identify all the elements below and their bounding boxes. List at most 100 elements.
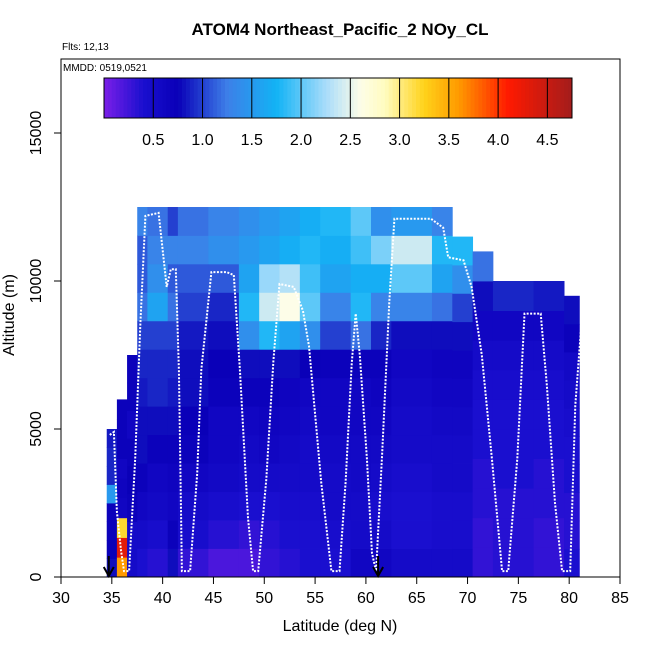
heatmap-cell	[431, 434, 453, 464]
colorbar-swatch	[458, 78, 464, 118]
colorbar-swatch	[143, 78, 148, 118]
heatmap-cell	[472, 458, 494, 489]
heatmap-cell	[492, 310, 535, 341]
colorbar-swatch	[349, 78, 355, 118]
heatmap-cell	[208, 463, 240, 493]
colorbar-tick-label: 4.5	[536, 132, 558, 149]
colorbar-swatch	[373, 78, 378, 118]
heatmap-cell	[208, 548, 240, 578]
heatmap-cell	[167, 320, 179, 350]
colorbar-swatch	[388, 78, 394, 118]
heatmap-cell	[177, 406, 209, 436]
heatmap-cell	[533, 429, 565, 459]
colorbar-swatch	[174, 78, 179, 118]
y-axis: 0 5000 10000 15000	[28, 111, 61, 581]
colorbar-swatch	[135, 78, 140, 118]
colorbar-swatch	[248, 78, 253, 118]
heatmap-cell	[167, 548, 179, 578]
heatmap-cell	[137, 520, 148, 549]
heatmap-cell	[431, 406, 453, 436]
colorbar-swatch	[490, 78, 495, 118]
colorbar-swatch	[314, 78, 319, 118]
x-tick-label: 45	[205, 590, 223, 607]
heatmap-cell	[320, 235, 352, 265]
heatmap-cell	[116, 557, 128, 578]
heatmap-cell	[452, 378, 474, 408]
heatmap-cell	[492, 458, 535, 489]
heatmap-cell	[391, 263, 433, 293]
heatmap-cell	[472, 547, 494, 578]
heatmap-cell	[350, 292, 372, 322]
colorbar-swatch	[318, 78, 323, 118]
heatmap-cell	[127, 549, 138, 578]
heatmap-cell	[350, 463, 372, 493]
heatmap-cell	[350, 263, 372, 293]
heatmap-cell	[147, 434, 169, 464]
heatmap-cell	[452, 491, 474, 521]
heatmap-cell	[279, 263, 301, 293]
heatmap-cell	[320, 491, 352, 521]
x-axis-label: Latitude (deg N)	[283, 618, 398, 635]
heatmap-cell	[106, 429, 118, 448]
heatmap-cell	[350, 548, 372, 578]
colorbar-swatch	[267, 78, 273, 118]
heatmap-cell	[391, 207, 433, 236]
heatmap-cell	[431, 491, 453, 521]
heatmap-cell	[177, 548, 209, 578]
colorbar-swatch	[548, 78, 553, 118]
heatmap-cell	[177, 463, 209, 493]
heatmap-cell	[106, 447, 118, 467]
heatmap-cell	[299, 548, 321, 578]
heatmap-cell	[391, 320, 433, 350]
colorbar-swatch	[568, 78, 573, 118]
colorbar-swatch	[252, 78, 257, 118]
heatmap-cell	[299, 434, 321, 464]
heatmap-cell	[116, 537, 128, 558]
heatmap-cell	[238, 434, 260, 464]
colorbar-swatch	[556, 78, 561, 118]
colorbar-swatch	[536, 78, 542, 118]
colorbar-swatch	[197, 78, 202, 118]
heatmap-cell	[431, 377, 453, 407]
colorbar-swatch	[482, 78, 487, 118]
heatmap-cell	[391, 491, 433, 521]
colorbar-swatch	[178, 78, 183, 118]
x-axis: 30 35 40 45 50 55 60 65 70 75 80 85	[52, 577, 629, 607]
heatmap-cell	[350, 434, 372, 464]
heatmap-cell	[238, 207, 260, 236]
heatmap-cell	[492, 517, 535, 548]
heatmap-cell	[208, 520, 240, 549]
heatmap-cell	[279, 406, 301, 436]
colorbar-swatch	[244, 78, 249, 118]
heatmap-cell	[167, 463, 179, 493]
heatmap-cell	[106, 466, 118, 485]
colorbar-swatch	[564, 78, 569, 118]
colorbar-swatch	[404, 78, 409, 118]
colorbar-tick-label: 2.0	[290, 132, 312, 149]
heatmap-cell	[259, 520, 280, 549]
heatmap-cell	[452, 463, 474, 493]
heatmap-cell	[492, 281, 535, 311]
heatmap-cell	[147, 491, 169, 521]
colorbar-swatch	[201, 78, 206, 118]
colorbar-swatch	[494, 78, 499, 118]
x-tick-label: 80	[560, 590, 578, 607]
colorbar-swatch	[236, 78, 241, 118]
heatmap-cell	[259, 349, 280, 379]
heatmap-cell	[452, 548, 474, 578]
heatmap-cell	[533, 517, 565, 548]
heatmap-cell	[147, 235, 169, 265]
colorbar-swatch	[369, 78, 374, 118]
heatmap-cell	[127, 355, 138, 384]
heatmap-cell	[391, 235, 433, 265]
colorbar-swatch	[400, 78, 405, 118]
colorbar-swatch	[279, 78, 284, 118]
colorbar-swatch	[560, 78, 565, 118]
heatmap-cell	[147, 406, 169, 436]
heatmap-cell	[167, 207, 179, 236]
colorbar-swatch	[380, 78, 386, 118]
heatmap-cell	[137, 548, 148, 578]
heatmap-cell	[299, 263, 321, 293]
heatmap-cell	[116, 517, 128, 538]
chart-title: ATOM4 Northeast_Pacific_2 NOy_CL	[192, 20, 489, 39]
